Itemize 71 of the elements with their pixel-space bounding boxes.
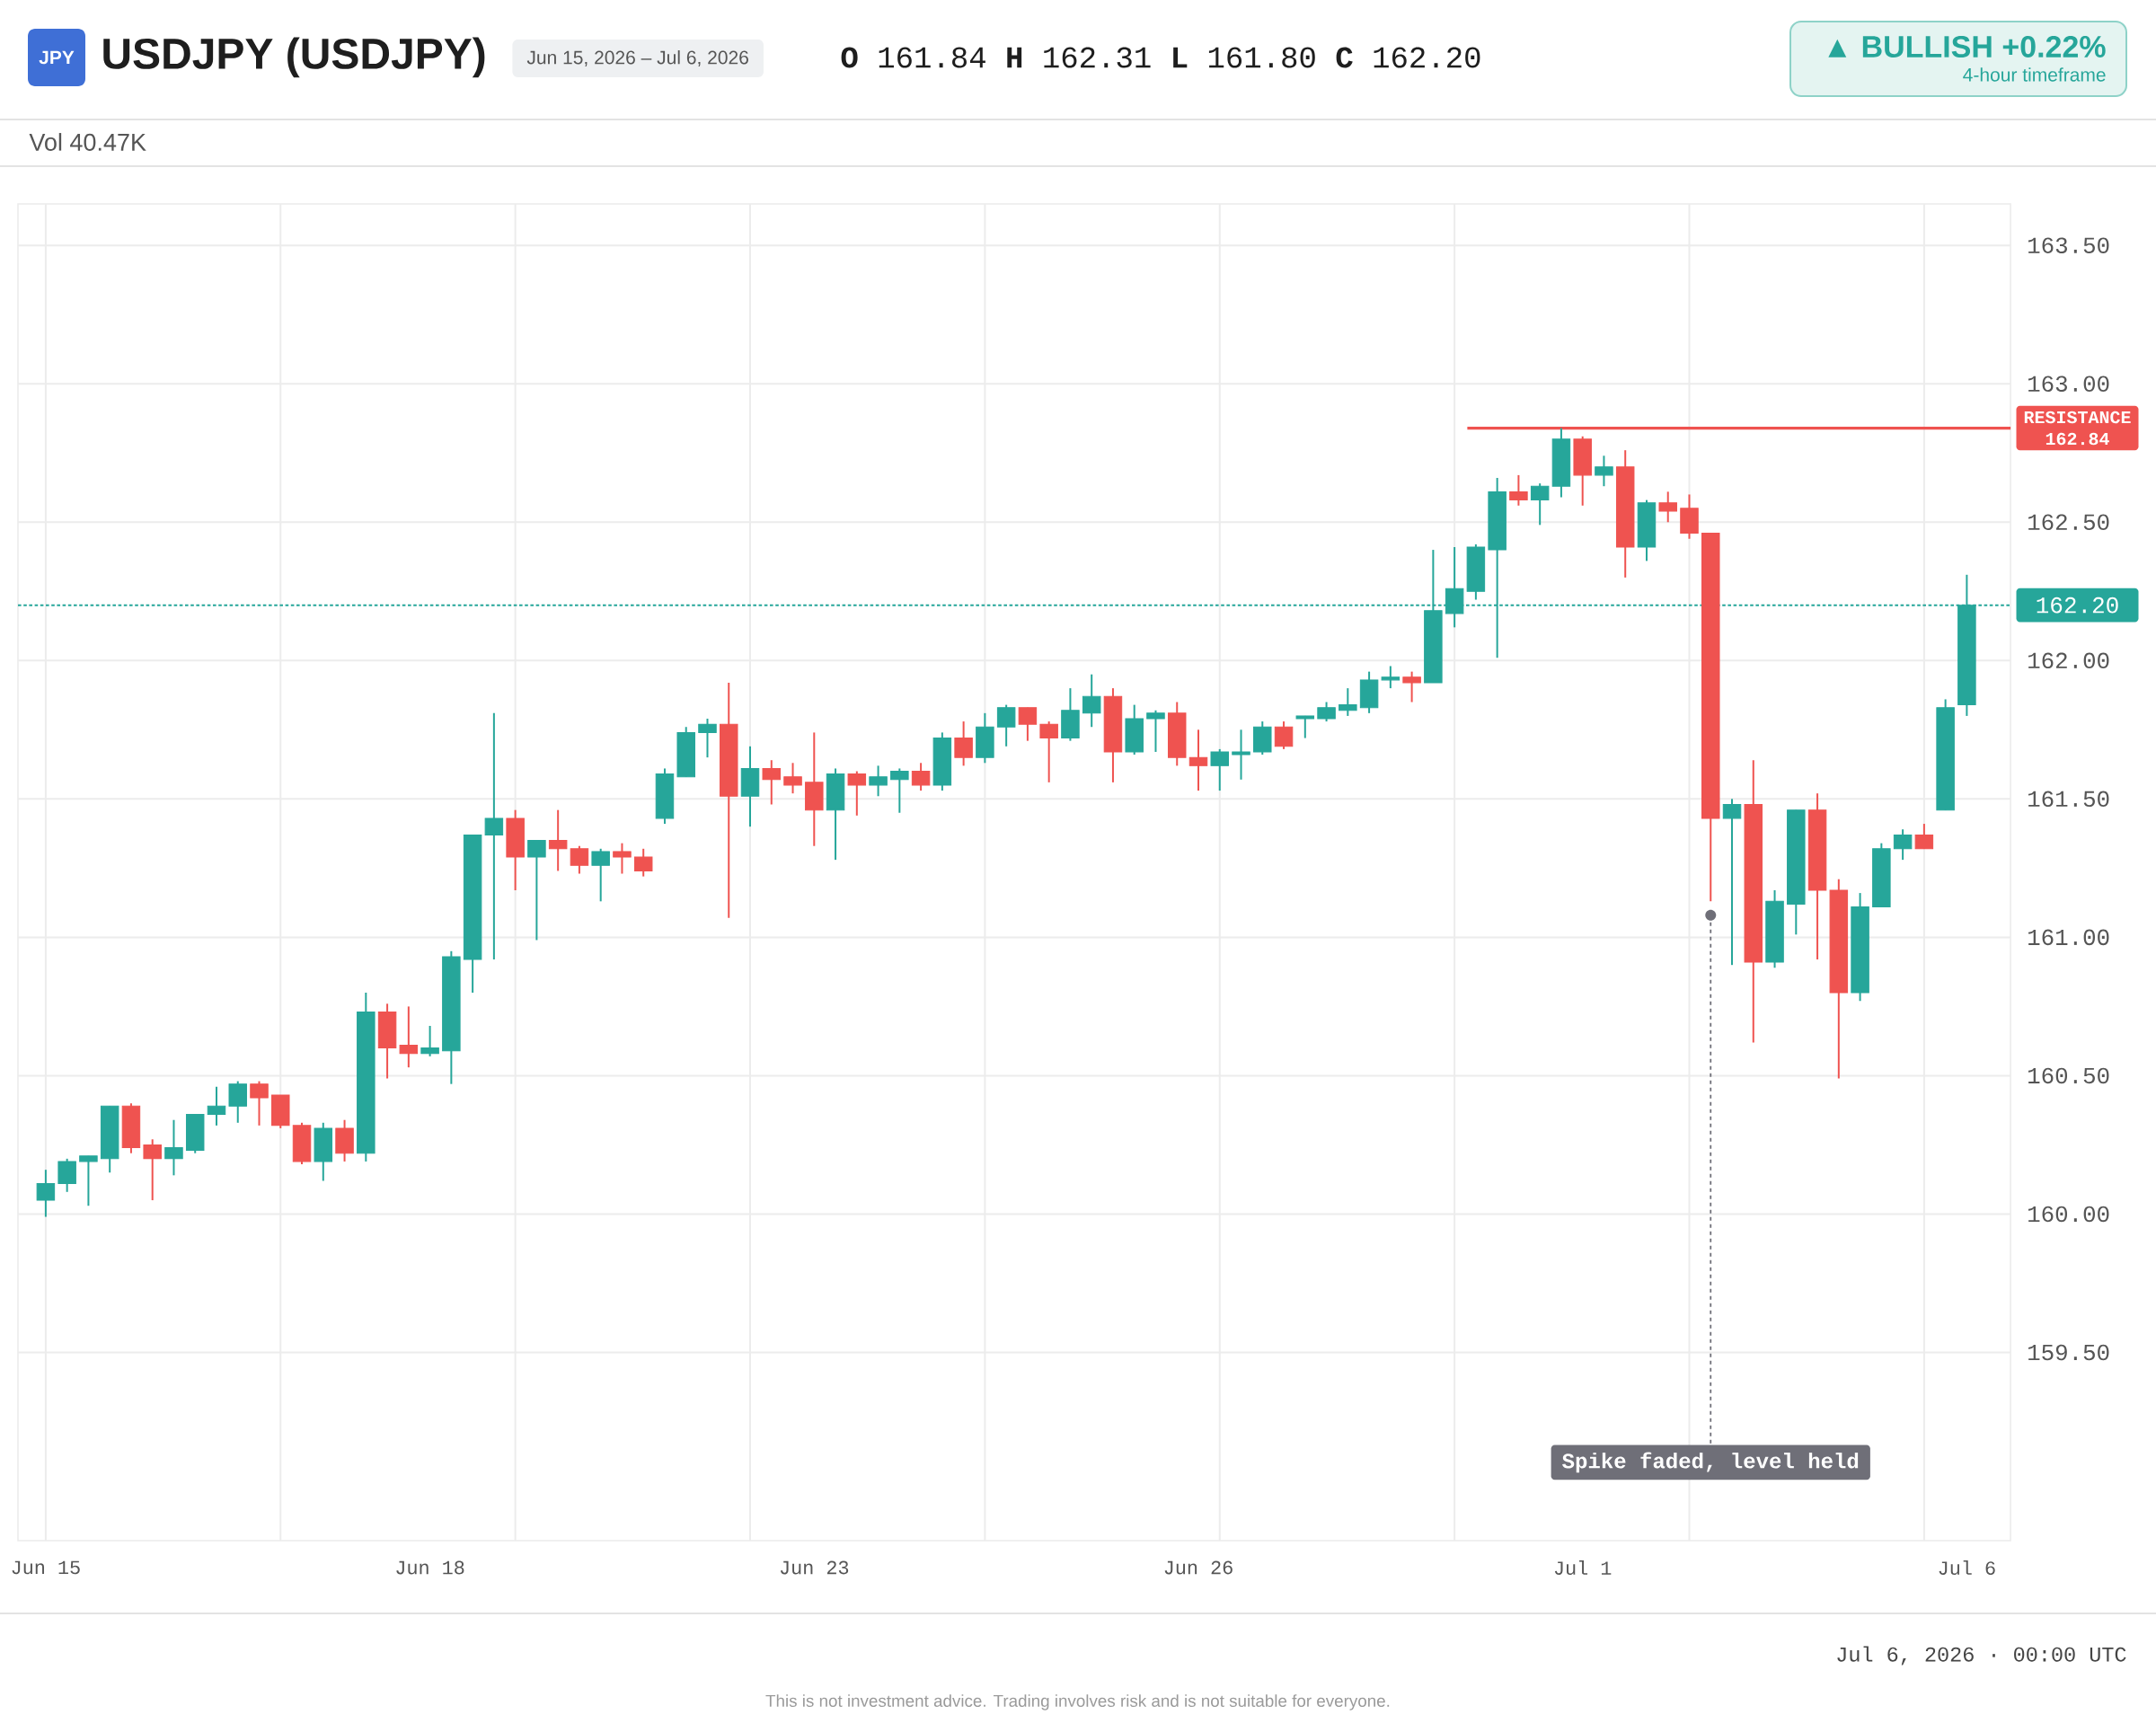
x-tick-label: Jun 15 (12, 1560, 80, 1575)
candlestick (954, 720, 973, 767)
candlestick (420, 1024, 439, 1057)
candlestick (548, 809, 568, 872)
candlestick (1232, 729, 1250, 781)
candlestick (1530, 482, 1550, 526)
text: Vol 40.47K (29, 133, 146, 151)
candlestick (890, 767, 909, 814)
candlestick (633, 847, 653, 878)
candlestick (1722, 798, 1742, 967)
chart-subtitle: Jun 15, 2026 – Jul 6, 2026 (526, 50, 748, 66)
candlestick (1402, 670, 1421, 703)
chart-title: USDJPY (USDJPY) (103, 37, 485, 78)
candlestick (847, 770, 867, 817)
x-tick-label: Jun 18 (396, 1560, 464, 1575)
y-tick-label: 161.50 (2028, 791, 2109, 808)
candlestick (591, 847, 610, 903)
candlestick (1039, 720, 1058, 783)
candlestick (484, 711, 504, 961)
candlestick (996, 703, 1016, 747)
text: ▲ BULLISH +0.22% (1828, 35, 2106, 58)
x-tick-label: Jun 26 (1164, 1560, 1233, 1575)
candlestick (1188, 729, 1208, 792)
candlestick (399, 1005, 419, 1069)
y-tick-label: 162.00 (2028, 652, 2109, 669)
text: This is not investment advice. Trading involves risk and is not suitable for everyone. (765, 1694, 1390, 1710)
candlestick (1893, 828, 1913, 862)
candlestick (1146, 709, 1165, 753)
candlestick (1381, 665, 1401, 690)
x-tick-label: Jul 1 (1554, 1560, 1612, 1575)
text: O 161.84 H 162.31 L 161.80 C 162.20 (841, 47, 1480, 68)
candlestick (164, 1118, 183, 1177)
candlestick (207, 1085, 226, 1127)
annotation: Spike faded, level held (1562, 1452, 1859, 1473)
candlestick (698, 718, 717, 759)
candlestick (1509, 473, 1528, 507)
ref-line-label: 162.20 (2037, 596, 2118, 614)
candlestick (1018, 706, 1038, 742)
candlestick (869, 764, 888, 798)
candlestick (1914, 823, 1934, 850)
candlestick (1210, 747, 1229, 792)
candlestick (783, 762, 802, 795)
candlestick (1082, 673, 1101, 729)
candlestick (613, 842, 632, 875)
candlestick (1658, 490, 1677, 524)
candlestick (143, 1138, 162, 1202)
candlestick (1295, 714, 1315, 739)
y-tick-label: 160.50 (2028, 1067, 2109, 1084)
candlestick (570, 844, 589, 875)
text: 4-hour timeframe (1963, 67, 2106, 82)
y-tick-label: 163.50 (2028, 237, 2109, 253)
y-tick-label: 161.00 (2028, 929, 2109, 946)
y-tick-label: 162.50 (2028, 514, 2109, 531)
y-tick-label: 159.50 (2028, 1344, 2109, 1361)
candlestick (762, 759, 782, 806)
ref-line-label: RESISTANCE 162.84 (2024, 411, 2131, 446)
y-tick-label: 163.00 (2028, 376, 2109, 392)
candlestick (911, 762, 931, 792)
candlestick (1274, 720, 1294, 750)
candlestick (527, 839, 546, 941)
x-tick-label: Jun 23 (780, 1560, 849, 1575)
candlestick (79, 1154, 98, 1207)
candlestick (1317, 701, 1336, 723)
x-tick-label: Jul 6 (1939, 1560, 1995, 1575)
candlestick (1595, 455, 1613, 488)
text: Jul 6, 2026 · 00:00 UTC (1837, 1646, 2126, 1666)
candlestick (250, 1080, 269, 1127)
y-tick-label: 160.00 (2028, 1206, 2109, 1223)
text: JPY (39, 50, 75, 65)
candlestick (1339, 687, 1357, 717)
candlestick (36, 1169, 56, 1218)
